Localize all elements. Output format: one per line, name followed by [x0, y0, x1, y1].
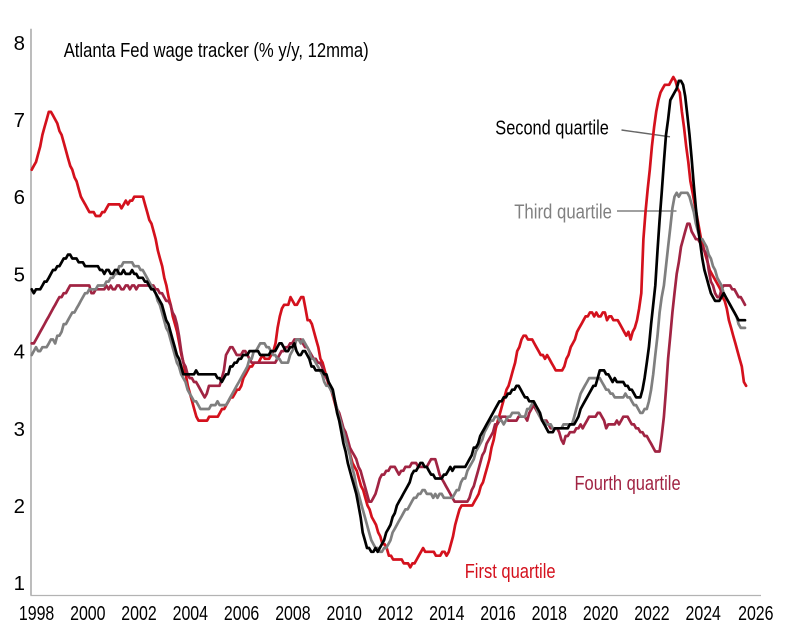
svg-text:Second quartile: Second quartile: [495, 117, 609, 139]
svg-text:6: 6: [14, 187, 25, 209]
svg-text:2018: 2018: [532, 603, 567, 625]
svg-text:2010: 2010: [327, 603, 362, 625]
svg-text:4: 4: [14, 342, 25, 364]
svg-text:2024: 2024: [686, 603, 721, 625]
svg-text:2022: 2022: [634, 603, 669, 625]
svg-text:2026: 2026: [738, 603, 773, 625]
svg-text:2014: 2014: [429, 603, 464, 625]
svg-text:8: 8: [14, 33, 25, 55]
svg-text:2: 2: [14, 496, 25, 518]
svg-text:7: 7: [14, 110, 25, 132]
svg-text:3: 3: [14, 419, 25, 441]
svg-text:Atlanta Fed wage tracker (% y/: Atlanta Fed wage tracker (% y/y, 12mma): [64, 40, 369, 62]
svg-text:1998: 1998: [19, 603, 54, 625]
svg-text:Fourth quartile: Fourth quartile: [575, 473, 681, 495]
svg-text:2008: 2008: [275, 603, 310, 625]
svg-text:2012: 2012: [378, 603, 413, 625]
svg-text:First quartile: First quartile: [465, 561, 556, 583]
svg-text:2004: 2004: [173, 603, 208, 625]
svg-text:2016: 2016: [480, 603, 515, 625]
svg-text:Third quartile: Third quartile: [514, 201, 612, 223]
svg-text:2020: 2020: [583, 603, 618, 625]
svg-text:2002: 2002: [121, 603, 156, 625]
svg-text:1: 1: [14, 573, 25, 595]
svg-text:5: 5: [14, 264, 25, 286]
svg-text:2006: 2006: [224, 603, 259, 625]
svg-text:2000: 2000: [70, 603, 105, 625]
